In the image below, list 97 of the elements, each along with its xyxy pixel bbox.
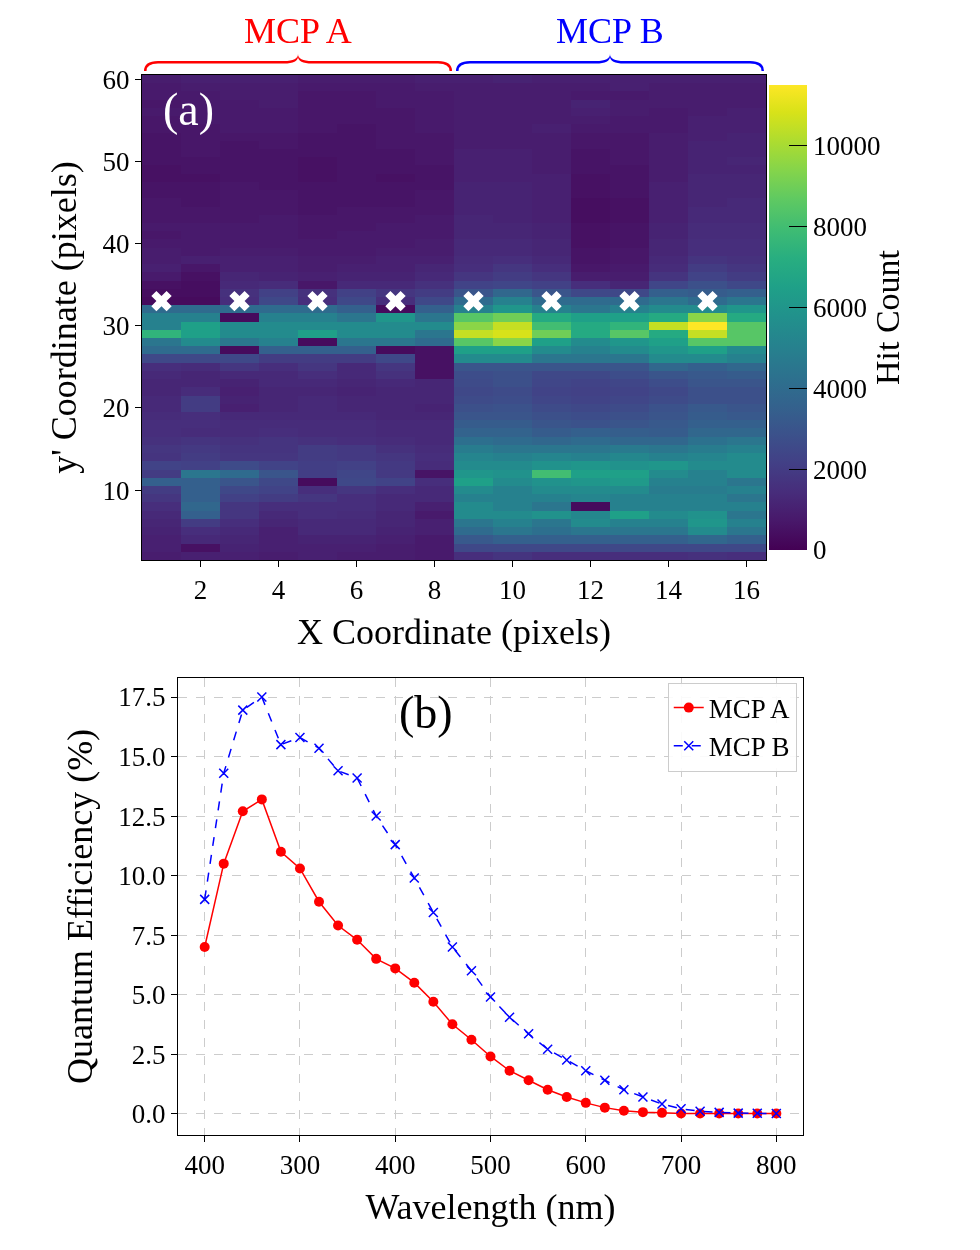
point — [542, 1084, 553, 1095]
point — [485, 991, 496, 1003]
point — [352, 934, 363, 945]
point — [447, 941, 458, 953]
point — [542, 1044, 553, 1055]
point — [504, 1065, 515, 1076]
point — [561, 1091, 572, 1102]
point — [333, 920, 344, 931]
point — [218, 858, 229, 869]
point — [656, 1098, 668, 1110]
point — [409, 872, 420, 884]
color-bar-label: 2000 — [812, 454, 867, 485]
point — [313, 742, 325, 754]
x-tick-label: 16 — [733, 575, 760, 606]
point — [618, 1105, 629, 1116]
point — [637, 1091, 649, 1103]
y-tick-label: 15.0 — [118, 742, 166, 772]
point — [390, 963, 401, 974]
x-tick-label: 400 — [184, 1150, 225, 1181]
x-tick-label: 400 — [374, 1150, 416, 1181]
legend-label: MCP B — [708, 732, 790, 763]
point — [466, 965, 477, 977]
point — [256, 794, 267, 805]
point — [599, 1075, 611, 1086]
point — [504, 1011, 515, 1023]
text: MCP B — [556, 11, 664, 51]
y-tick-label: 5.0 — [131, 980, 166, 1011]
point — [237, 806, 248, 817]
point — [371, 953, 382, 964]
point — [580, 1097, 591, 1108]
point — [428, 907, 439, 918]
point — [523, 1075, 534, 1086]
point — [485, 1051, 496, 1062]
color-bar-label: 10000 — [812, 131, 881, 162]
y-tick-label: 20 — [102, 393, 130, 424]
x-tick-label: 300 — [279, 1150, 321, 1181]
annotation: (a) — [163, 84, 215, 135]
point — [256, 691, 268, 703]
point — [447, 1019, 458, 1030]
color-bar-label: 4000 — [812, 373, 867, 404]
point — [294, 863, 305, 874]
y-tick-label: 0.0 — [131, 1099, 166, 1130]
point — [637, 1107, 648, 1118]
text: MCP A — [244, 11, 352, 51]
point — [466, 1034, 477, 1045]
color-bar-label: 6000 — [812, 292, 867, 323]
x-tick-label: 600 — [565, 1150, 607, 1181]
point — [199, 894, 210, 905]
point — [351, 772, 363, 784]
point — [656, 1107, 667, 1118]
x-tick-label: 4 — [271, 575, 286, 606]
point — [275, 846, 286, 857]
point — [523, 1028, 534, 1040]
x-tick-label: 10 — [499, 575, 526, 606]
y-axis-title: y' Coordinate (pixels) — [44, 161, 85, 474]
x-axis-title: X Coordinate (pixels) — [297, 612, 611, 653]
color-bar-label: 8000 — [812, 211, 867, 242]
y-axis-title: Quantum Efficiency (%) — [60, 728, 101, 1085]
x-tick-label: 6 — [349, 575, 364, 606]
point — [675, 1103, 687, 1115]
point — [389, 839, 401, 850]
y-tick-label: 30 — [102, 311, 130, 342]
x-tick-label: 500 — [470, 1150, 511, 1181]
point — [561, 1054, 572, 1066]
y-tick-label: 50 — [102, 146, 130, 177]
point — [580, 1065, 592, 1076]
x-tick-label: 800 — [756, 1150, 797, 1181]
x-tick-label: 8 — [427, 575, 442, 606]
y-tick-label: 12.5 — [118, 801, 166, 832]
y-tick-label: 10.0 — [118, 861, 166, 892]
y-tick-label: 40 — [102, 228, 130, 259]
point — [618, 1084, 630, 1096]
point — [294, 732, 306, 743]
point — [599, 1102, 610, 1113]
y-tick-label: 10 — [102, 475, 130, 506]
x-axis-title: Wavelength (nm) — [365, 1187, 616, 1228]
x-tick-label: 2 — [193, 575, 208, 606]
color-bar-title: Hit Count — [868, 249, 906, 386]
y-tick-label: 17.5 — [118, 682, 166, 713]
point — [275, 739, 287, 750]
point — [218, 767, 229, 779]
point — [314, 896, 325, 907]
point — [370, 810, 382, 822]
point — [332, 765, 344, 777]
y-tick-label: 2.5 — [131, 1039, 166, 1070]
y-tick-label: 60 — [102, 64, 130, 95]
annotation: (b) — [399, 687, 453, 738]
point — [409, 977, 420, 988]
x-tick-label: 12 — [577, 575, 604, 606]
x-tick-label: 14 — [655, 575, 683, 606]
legend-label: MCP A — [708, 694, 791, 725]
color-bar-label: 0 — [812, 535, 827, 566]
y-tick-label: 7.5 — [131, 920, 166, 951]
x-tick-label: 700 — [660, 1150, 702, 1181]
point — [199, 941, 210, 952]
point — [428, 996, 439, 1007]
point — [237, 704, 249, 716]
